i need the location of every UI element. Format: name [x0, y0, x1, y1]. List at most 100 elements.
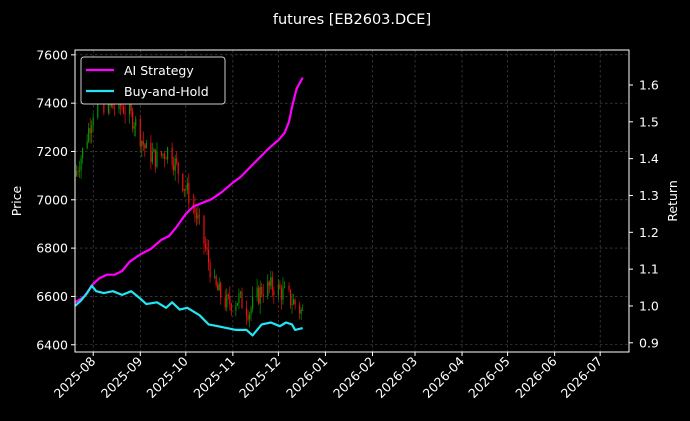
- price-candle-body: [80, 158, 82, 171]
- y-tick-label-left: 7000: [36, 192, 68, 207]
- price-candle-body: [280, 288, 283, 300]
- price-candle-body: [113, 108, 116, 110]
- price-candle-body: [197, 215, 199, 219]
- price-candle-body: [300, 309, 302, 314]
- price-candle-body: [270, 277, 272, 286]
- price-candle-body: [204, 243, 207, 248]
- price-candle-body: [207, 249, 210, 263]
- price-candle-body: [141, 140, 143, 147]
- price-candle-body: [235, 305, 237, 311]
- price-candle-body: [198, 215, 201, 217]
- price-candle-body: [203, 215, 205, 244]
- price-candle-body: [177, 162, 179, 174]
- price-candle-body: [129, 104, 131, 115]
- price-candle-body: [88, 128, 90, 142]
- price-candle-body: [160, 151, 163, 156]
- chart-title: futures [EB2603.DCE]: [273, 12, 431, 28]
- y-tick-label-right: 1.3: [639, 188, 659, 203]
- price-candle-body: [182, 173, 184, 191]
- series-line-ai-strategy: [74, 77, 304, 304]
- price-candle-body: [291, 304, 293, 306]
- price-candle-body: [283, 286, 286, 288]
- y-tick-label-left: 7600: [36, 47, 68, 62]
- price-candle-body: [292, 299, 295, 305]
- series-line-buy-and-hold: [74, 284, 303, 337]
- price-candle-body: [121, 105, 123, 107]
- price-candle-body: [224, 297, 226, 308]
- price-candle-body: [154, 149, 157, 167]
- price-candle-body: [86, 141, 88, 149]
- price-candle-body: [230, 304, 232, 311]
- y-tick-label-right: 0.9: [639, 335, 659, 350]
- y-tick-label-right: 1.1: [639, 262, 659, 277]
- price-candle-body: [176, 158, 178, 163]
- price-candle-body: [165, 158, 167, 160]
- legend-label-buy-and-hold: Buy-and-Hold: [124, 84, 209, 99]
- price-candle-body: [110, 104, 113, 106]
- price-candle-body: [258, 287, 260, 304]
- y-tick-label-left: 6800: [36, 241, 68, 256]
- y-tick-label-right: 1.4: [639, 151, 659, 166]
- price-candle-body: [217, 285, 219, 291]
- price-candle-body: [195, 212, 198, 219]
- price-candle-body: [289, 289, 292, 306]
- price-candle-body: [256, 287, 258, 298]
- price-candle-body: [142, 140, 144, 145]
- y-tick-label-right: 1.6: [639, 77, 659, 92]
- price-candle-body: [241, 291, 243, 309]
- price-candle-body: [268, 281, 270, 286]
- price-candle-body: [226, 294, 228, 308]
- y-tick-label-left: 6400: [36, 337, 68, 352]
- price-candle-body: [218, 283, 220, 291]
- price-candle-body: [214, 276, 216, 278]
- price-candle-body: [250, 308, 252, 315]
- price-candle-body: [139, 118, 141, 147]
- price-candle-body: [302, 309, 304, 311]
- price-candle-body: [132, 111, 134, 129]
- price-candle-body: [262, 294, 264, 297]
- price-candle-body: [92, 117, 94, 126]
- price-candle-body: [145, 142, 147, 149]
- price-candle-body: [124, 113, 126, 115]
- y-tick-label-right: 1.2: [639, 225, 659, 240]
- y-tick-label-right: 1.5: [639, 114, 659, 129]
- price-candle-body: [163, 154, 166, 159]
- price-candle-body: [112, 104, 114, 109]
- price-candle-body: [122, 106, 125, 114]
- price-candle-body: [192, 203, 194, 208]
- price-candle-body: [282, 287, 284, 300]
- price-candle-body: [186, 183, 188, 190]
- legend: AI Strategy Buy-and-Hold: [80, 56, 226, 105]
- price-candle-body: [89, 128, 91, 133]
- price-candle-body: [133, 126, 135, 129]
- price-candle-body: [277, 284, 279, 295]
- price-candle-body: [107, 98, 109, 113]
- price-candle-body: [156, 151, 158, 167]
- y-tick-label-left: 7200: [36, 144, 68, 159]
- price-candle-body: [245, 308, 248, 316]
- price-candle-body: [81, 148, 84, 159]
- price-candle-body: [103, 96, 105, 113]
- price-candle-body: [259, 287, 261, 304]
- price-candle-body: [209, 262, 211, 278]
- price-candle-body: [248, 314, 251, 320]
- price-candle-body: [294, 299, 296, 305]
- price-candle-body: [78, 170, 81, 172]
- price-candle-body: [267, 281, 269, 297]
- price-candle-body: [206, 247, 208, 250]
- y-axis-label-left: Price: [9, 185, 24, 216]
- price-candle-body: [273, 290, 275, 295]
- price-candle-body: [171, 147, 173, 165]
- y-axis-label-right: Return: [665, 180, 680, 221]
- y-tick-label-right: 1.0: [639, 298, 659, 313]
- price-candle-body: [194, 207, 196, 213]
- price-candle-body: [75, 171, 78, 176]
- price-candle-body: [188, 183, 190, 204]
- price-candle-body: [150, 142, 152, 163]
- y-tick-label-left: 6600: [36, 289, 68, 304]
- price-candle-body: [162, 154, 164, 156]
- price-candle-body: [279, 284, 281, 289]
- price-candle-body: [91, 125, 93, 133]
- price-candle-body: [261, 287, 263, 295]
- price-candle-body: [185, 189, 187, 191]
